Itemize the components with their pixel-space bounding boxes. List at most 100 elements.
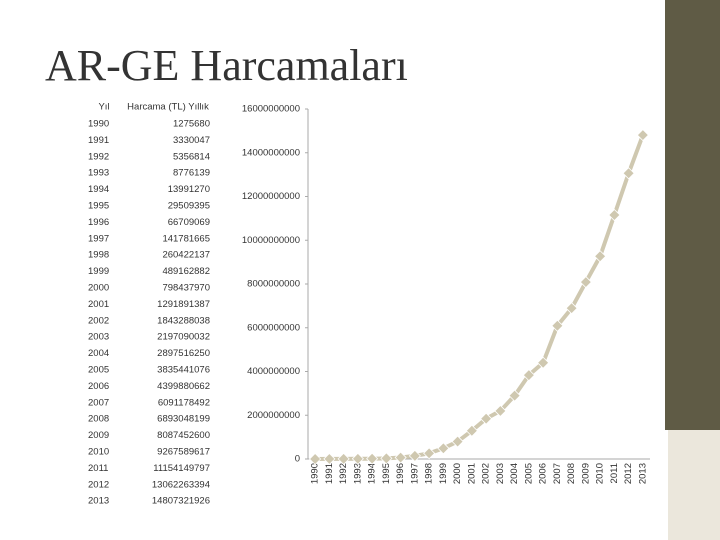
table-value: 3330047 — [173, 135, 210, 146]
table-year: 1996 — [88, 217, 109, 228]
line — [315, 134, 645, 461]
x-tick-label: 1990 — [310, 463, 321, 484]
marker — [351, 452, 364, 465]
marker — [579, 276, 592, 289]
marker — [323, 452, 336, 465]
x-tick-label: 1993 — [352, 463, 363, 484]
marker — [380, 452, 393, 465]
marker — [408, 449, 421, 462]
x-tick-label: 2000 — [452, 463, 463, 484]
table-year: 1998 — [88, 250, 109, 261]
side-band-light — [668, 430, 720, 540]
table-year: 1997 — [88, 233, 109, 244]
table-value: 9267589617 — [157, 447, 210, 458]
table-value: 13991270 — [168, 184, 210, 195]
x-tick-label: 2011 — [609, 463, 620, 483]
marker — [622, 167, 635, 180]
table-year: 1994 — [88, 184, 109, 195]
y-tick-label: 16000000000 — [242, 104, 300, 115]
marker — [551, 319, 564, 332]
table-year: 2008 — [88, 414, 109, 425]
marker — [394, 451, 407, 464]
x-tick-label: 1999 — [438, 463, 449, 484]
x-tick-label: 1998 — [424, 463, 435, 484]
table-header: Harcama (TL) Yıllık — [127, 102, 209, 113]
marker — [366, 452, 379, 465]
table-value: 8087452600 — [157, 430, 210, 441]
x-tick-label: 1995 — [381, 463, 392, 484]
marker — [480, 412, 493, 425]
table-value: 13062263394 — [152, 479, 210, 490]
table-year: 2010 — [88, 447, 109, 458]
table-header: Yıl — [98, 102, 109, 113]
table-value: 6091178492 — [158, 397, 210, 408]
x-tick-label: 2002 — [481, 463, 492, 484]
x-tick-label: 2010 — [595, 463, 606, 484]
marker — [636, 129, 649, 142]
x-tick-label: 1997 — [409, 463, 420, 484]
x-tick-label: 2005 — [523, 463, 534, 484]
x-tick-label: 2001 — [466, 463, 477, 484]
marker — [594, 250, 607, 263]
marker — [309, 452, 322, 466]
table-year: 2012 — [88, 479, 109, 490]
table-year: 1995 — [88, 201, 109, 212]
marker — [423, 447, 436, 460]
table-value: 489162882 — [162, 266, 210, 277]
table-value: 14807321926 — [152, 496, 210, 507]
y-tick-label: 12000000000 — [242, 191, 300, 202]
table-year: 1991 — [88, 135, 109, 146]
x-tick-label: 1994 — [367, 463, 378, 484]
marker — [451, 435, 464, 448]
x-tick-label: 2013 — [637, 463, 648, 484]
table-year: 2013 — [88, 496, 109, 507]
table-year: 2004 — [88, 348, 109, 359]
table-year: 2000 — [88, 283, 109, 294]
table-value: 11154149797 — [153, 463, 210, 474]
table-value: 2897516250 — [157, 348, 210, 359]
y-tick-label: 10000000000 — [242, 235, 300, 246]
table-value: 6893048199 — [157, 414, 210, 425]
table-value: 1291891387 — [157, 299, 210, 310]
marker — [565, 302, 578, 315]
y-tick-label: 8000000000 — [247, 279, 300, 290]
side-band — [665, 0, 720, 430]
table-value: 3835441076 — [157, 365, 210, 376]
table-value: 66709069 — [168, 217, 210, 228]
table-year: 2002 — [88, 315, 109, 326]
marker — [508, 389, 521, 402]
table-value: 1275680 — [173, 119, 210, 130]
table-year: 2006 — [88, 381, 109, 392]
table-value: 798437970 — [162, 283, 210, 294]
table-value: 260422137 — [162, 250, 210, 261]
x-tick-label: 1996 — [395, 463, 406, 484]
marker — [337, 452, 350, 465]
y-tick-label: 6000000000 — [247, 322, 300, 333]
table-year: 2001 — [88, 299, 109, 310]
table-year: 2011 — [88, 463, 108, 474]
x-tick-label: 2007 — [552, 463, 563, 484]
y-tick-label: 14000000000 — [242, 147, 300, 158]
marker — [537, 356, 550, 369]
table-year: 1992 — [88, 151, 109, 162]
table-value: 8776139 — [173, 168, 210, 179]
marker — [522, 369, 535, 382]
table-value: 2197090032 — [157, 332, 210, 343]
table-year: 2003 — [88, 332, 109, 343]
table-value: 4399880662 — [157, 381, 210, 392]
table-year: 2005 — [88, 365, 109, 376]
y-tick-label: 4000000000 — [247, 366, 300, 377]
table-value: 29509395 — [168, 201, 210, 212]
marker — [608, 208, 621, 222]
x-tick-label: 2009 — [580, 463, 591, 484]
x-tick-label: 2012 — [623, 463, 634, 484]
x-tick-label: 1992 — [338, 463, 349, 484]
x-tick-label: 2003 — [495, 463, 506, 484]
table-year: 1999 — [88, 266, 109, 277]
table-year: 1990 — [88, 119, 109, 130]
x-tick-label: 2004 — [509, 463, 520, 484]
table-year: 2007 — [88, 397, 109, 408]
table-value: 1843288038 — [157, 315, 210, 326]
slide-title: AR-GE Harcamaları — [45, 41, 408, 90]
